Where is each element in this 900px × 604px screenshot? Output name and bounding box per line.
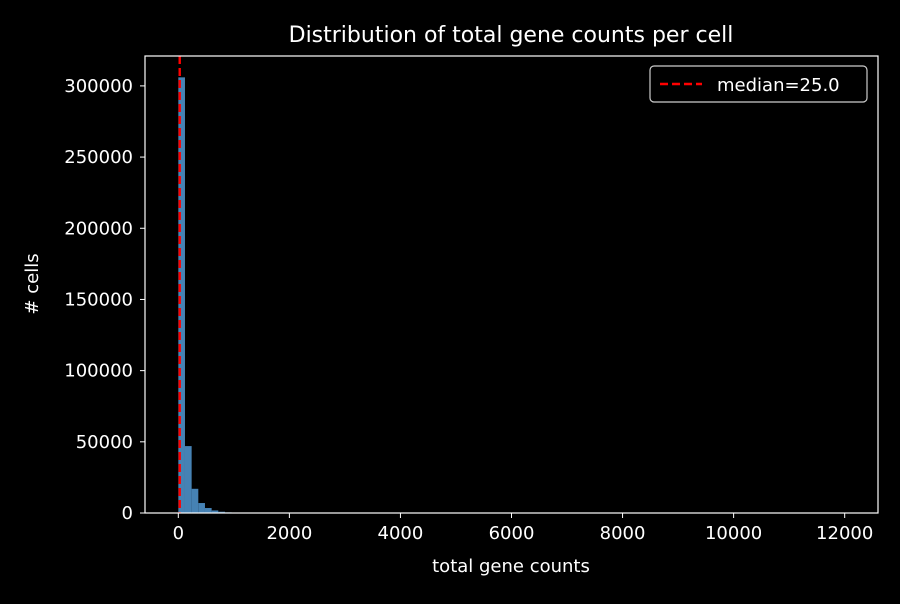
x-tick-label: 8000: [600, 523, 646, 544]
x-tick-label: 6000: [489, 523, 535, 544]
histogram-bar: [205, 508, 212, 513]
x-tick-label: 12000: [816, 523, 873, 544]
y-tick-label: 300000: [64, 76, 133, 97]
x-tick-label: 2000: [266, 523, 312, 544]
legend: median=25.0: [650, 66, 867, 102]
x-tick-label: 0: [173, 523, 184, 544]
y-axis-label: # cells: [22, 253, 43, 314]
y-tick-label: 100000: [64, 361, 133, 382]
chart-title: Distribution of total gene counts per ce…: [289, 23, 734, 48]
y-tick-label: 200000: [64, 218, 133, 239]
y-tick-label: 0: [122, 503, 133, 524]
x-tick-label: 10000: [705, 523, 762, 544]
y-tick-label: 150000: [64, 289, 133, 310]
y-tick-label: 50000: [76, 432, 133, 453]
x-tick-label: 4000: [378, 523, 424, 544]
histogram-bar: [185, 446, 192, 513]
legend-median-label: median=25.0: [717, 75, 840, 96]
histogram-bar: [198, 503, 205, 513]
histogram-bar: [192, 489, 199, 513]
x-axis-label: total gene counts: [432, 556, 590, 577]
y-tick-label: 250000: [64, 147, 133, 168]
